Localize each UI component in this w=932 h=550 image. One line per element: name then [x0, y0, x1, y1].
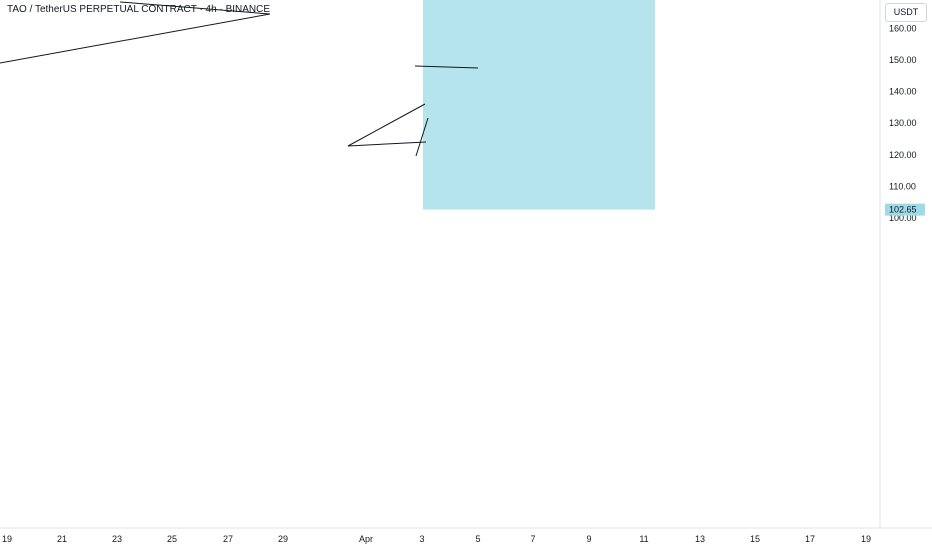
currency-button[interactable]: USDT [885, 3, 927, 22]
x-tick-label: 11 [639, 534, 648, 544]
uptrend-line[interactable] [0, 13, 271, 64]
x-tick-label: 5 [475, 534, 480, 544]
x-tick-label: 9 [586, 534, 591, 544]
x-tick-label: 17 [805, 534, 815, 544]
price-tag-stop [885, 203, 925, 216]
y-tick-label: 150.00 [889, 55, 917, 65]
x-tick-label: 25 [167, 534, 177, 544]
x-tick-label: 19 [861, 534, 871, 544]
x-tick-label: 27 [223, 534, 233, 544]
x-tick-label: 7 [530, 534, 535, 544]
y-tick-label: 100.00 [889, 213, 917, 223]
y-tick-label: 130.00 [889, 118, 917, 128]
x-tick-label: 21 [57, 534, 67, 544]
wedge-lower-line[interactable] [347, 103, 426, 147]
price-tag-label: 102.65 [889, 205, 917, 215]
y-tick-label: 140.00 [889, 87, 917, 97]
x-tick-label: 23 [112, 534, 122, 544]
x-tick-label: 15 [750, 534, 760, 544]
x-tick-label: 19 [2, 534, 12, 544]
symbol-title: TAO / TetherUS PERPETUAL CONTRACT · 4h ·… [7, 4, 271, 15]
y-tick-label: 170.00 [889, 0, 917, 2]
y-tick-label: 160.00 [889, 23, 917, 33]
y-tick-label: 120.00 [889, 150, 917, 160]
upper-trend-line[interactable] [119, 1, 271, 15]
x-tick-label: 3 [419, 534, 424, 544]
x-tick-label: Apr [359, 534, 373, 544]
wedge-base-line[interactable] [347, 141, 427, 147]
y-tick-label: 110.00 [889, 181, 916, 191]
breakdown-line[interactable] [415, 117, 429, 157]
x-tick-label: 13 [695, 534, 705, 544]
short-position-target-zone[interactable] [423, 0, 655, 210]
horizontal-ray[interactable] [414, 65, 479, 69]
x-tick-label: 29 [278, 534, 288, 544]
